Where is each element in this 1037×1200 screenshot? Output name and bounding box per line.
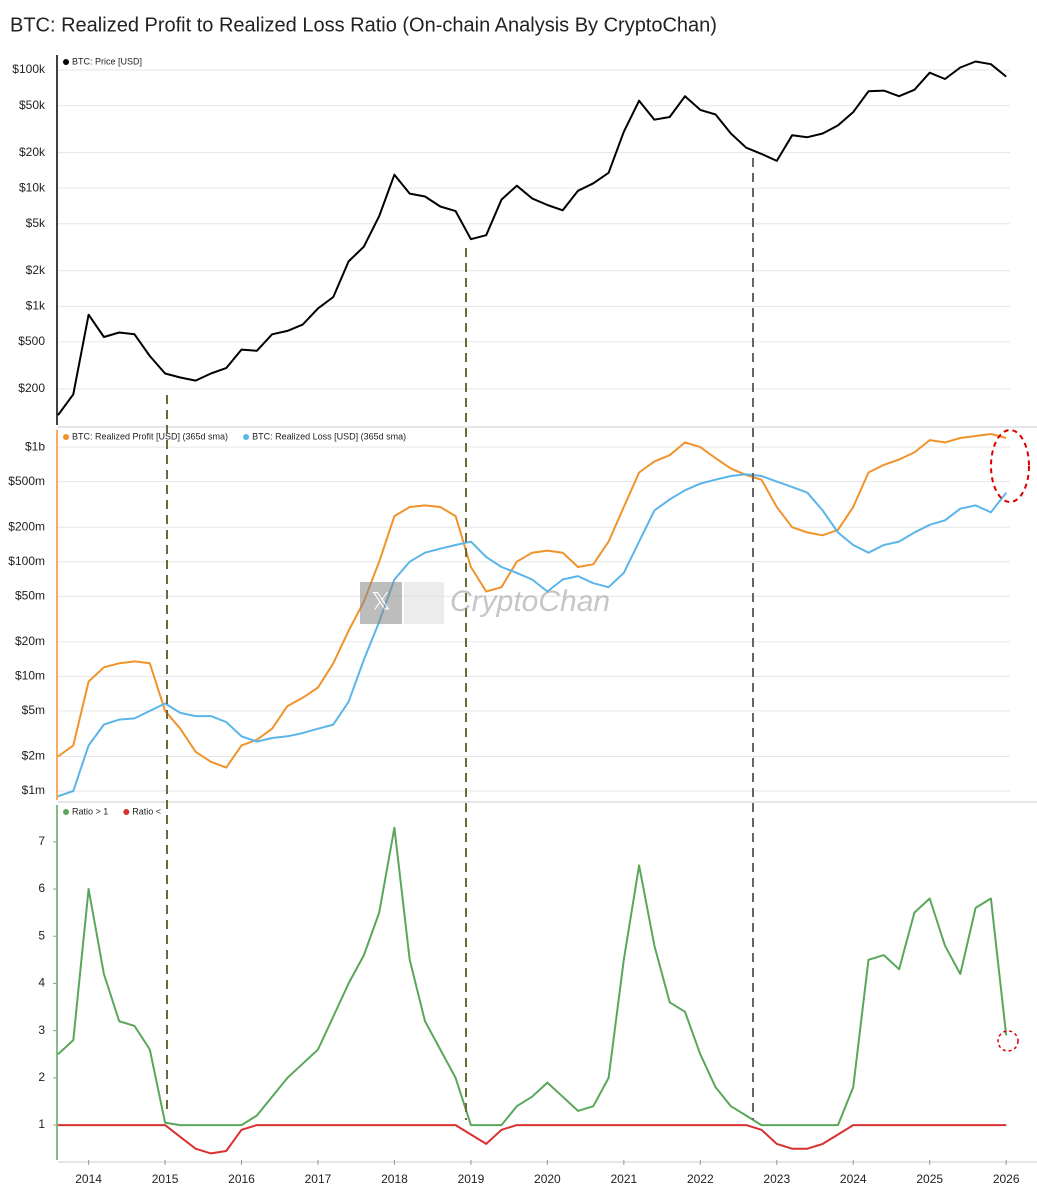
legend-label: BTC: Price [USD] bbox=[72, 56, 142, 66]
y-tick-label: $1k bbox=[26, 299, 46, 313]
legend-label: BTC: Realized Profit [USD] (365d sma) bbox=[72, 431, 228, 441]
y-tick-label: $200 bbox=[18, 381, 45, 395]
x-tick-label: 2019 bbox=[458, 1172, 485, 1186]
y-tick-label: $20k bbox=[19, 145, 46, 159]
y-tick-label: $5k bbox=[26, 216, 46, 230]
y-tick-label: 4 bbox=[38, 976, 45, 990]
y-tick-label: $100m bbox=[8, 554, 45, 568]
y-tick-label: $500 bbox=[18, 334, 45, 348]
x-tick-label: 2020 bbox=[534, 1172, 561, 1186]
y-tick-label: $2k bbox=[26, 263, 46, 277]
y-tick-label: $100k bbox=[12, 62, 46, 76]
watermark-text: CryptoChan bbox=[450, 585, 610, 618]
y-tick-label: $1b bbox=[25, 439, 45, 453]
y-tick-label: $200m bbox=[8, 519, 45, 533]
watermark-x: 𝕏 bbox=[371, 588, 390, 615]
y-tick-label: $50k bbox=[19, 98, 46, 112]
series-line bbox=[57, 473, 1007, 798]
x-tick-label: 2016 bbox=[228, 1172, 255, 1186]
x-tick-label: 2021 bbox=[610, 1172, 637, 1186]
y-tick-label: 5 bbox=[38, 928, 45, 942]
y-tick-label: 2 bbox=[38, 1070, 45, 1084]
watermark-icon bbox=[360, 582, 402, 624]
watermark-avatar bbox=[404, 582, 444, 624]
legend-swatch bbox=[123, 809, 130, 815]
legend-swatch bbox=[243, 434, 250, 440]
y-tick-label: 6 bbox=[38, 881, 45, 895]
highlight-ellipse bbox=[990, 429, 1030, 503]
y-tick-label: 3 bbox=[38, 1023, 45, 1037]
legend-label: BTC: Realized Loss [USD] (365d sma) bbox=[252, 431, 406, 441]
series-line bbox=[58, 1124, 1007, 1155]
y-tick-label: 1 bbox=[38, 1117, 45, 1131]
legend-swatch bbox=[63, 809, 69, 815]
x-tick-label: 2017 bbox=[305, 1172, 332, 1186]
y-tick-label: $1m bbox=[22, 783, 45, 797]
series-line bbox=[57, 60, 1007, 416]
legend-swatch bbox=[63, 59, 69, 65]
x-tick-label: 2015 bbox=[152, 1172, 179, 1186]
y-tick-label: $50m bbox=[15, 588, 45, 602]
series-line bbox=[57, 826, 1008, 1127]
y-tick-label: $10k bbox=[19, 180, 46, 194]
x-tick-label: 2022 bbox=[687, 1172, 714, 1186]
highlight-circle bbox=[997, 1030, 1019, 1052]
watermark: 𝕏 CryptoChan bbox=[360, 582, 610, 624]
y-tick-label: $5m bbox=[22, 703, 45, 717]
series-line bbox=[57, 433, 1007, 769]
x-tick-label: 2018 bbox=[381, 1172, 408, 1186]
x-tick-label: 2014 bbox=[75, 1172, 102, 1186]
y-tick-label: $20m bbox=[15, 634, 45, 648]
x-tick-label: 2026 bbox=[993, 1172, 1020, 1186]
x-tick-label: 2025 bbox=[916, 1172, 943, 1186]
x-tick-label: 2024 bbox=[840, 1172, 867, 1186]
y-tick-label: 7 bbox=[38, 834, 45, 848]
x-tick-label: 2023 bbox=[763, 1172, 790, 1186]
plot-area: $100k $50k $20k $10k $5k $2k $1k $500 $200 BTC: P… bbox=[8, 55, 1037, 1186]
chart-title: BTC: Realized Profit to Realized Loss Ra… bbox=[10, 14, 717, 36]
legend-label: Ratio < bbox=[132, 806, 161, 816]
y-tick-label: $2m bbox=[22, 749, 45, 763]
legend-swatch bbox=[63, 434, 69, 440]
y-tick-label: $10m bbox=[15, 669, 45, 683]
legend-label: Ratio > 1 bbox=[72, 806, 108, 816]
y-tick-label: $500m bbox=[8, 474, 45, 488]
